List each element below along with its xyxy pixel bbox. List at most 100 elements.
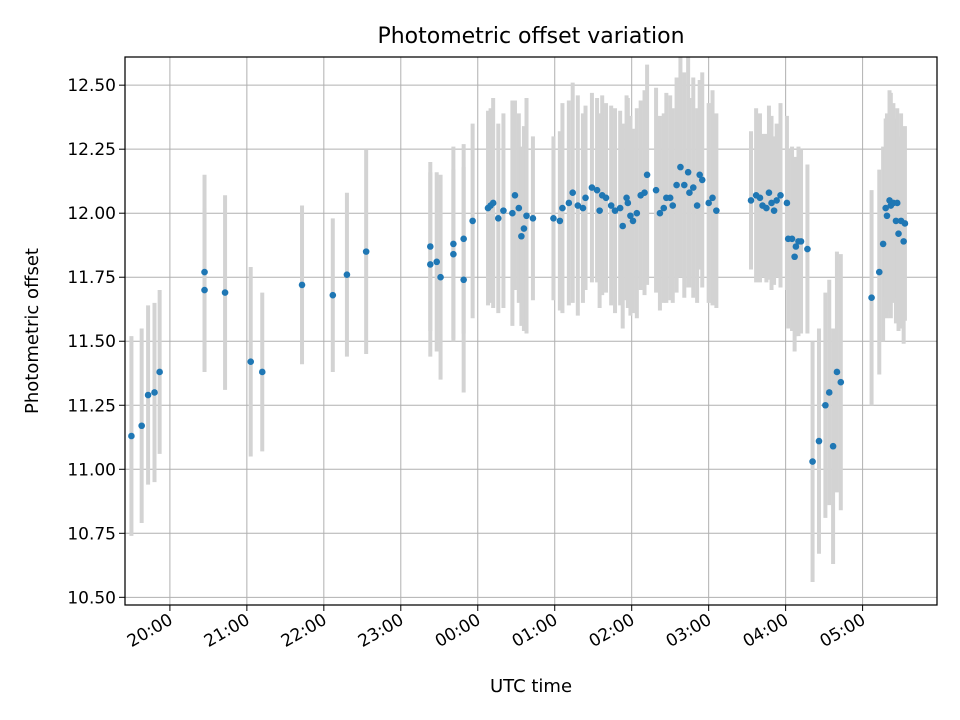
data-point <box>515 204 523 212</box>
y-tick-label: 11.00 <box>67 460 116 480</box>
data-point <box>677 163 684 171</box>
y-tick-label: 12.00 <box>67 204 116 224</box>
data-point <box>559 204 566 212</box>
data-point <box>756 194 764 202</box>
data-points <box>128 163 909 465</box>
data-point <box>641 189 648 197</box>
y-tick-label: 11.50 <box>67 332 116 352</box>
data-point <box>705 199 712 207</box>
data-point <box>686 189 693 197</box>
data-point <box>627 212 634 220</box>
data-point <box>875 268 883 276</box>
data-point <box>343 271 351 278</box>
data-point <box>629 217 637 225</box>
x-tick-label: 22:00 <box>278 610 330 652</box>
data-point <box>298 281 306 289</box>
data-point <box>792 243 800 250</box>
data-point <box>518 232 525 240</box>
y-tick-label: 10.75 <box>67 524 116 544</box>
data-point <box>494 215 502 222</box>
data-point <box>569 189 576 197</box>
plot-frame <box>124 56 938 606</box>
data-point <box>825 389 833 396</box>
data-point <box>556 217 564 225</box>
chart-title: Photometric offset variation <box>377 24 684 49</box>
data-point <box>770 207 778 214</box>
data-point <box>437 273 444 281</box>
data-point <box>616 204 624 212</box>
data-point <box>520 225 528 232</box>
data-point <box>511 191 519 199</box>
data-point <box>783 199 791 207</box>
x-tick-label: 00:00 <box>432 610 484 652</box>
data-point <box>882 204 889 212</box>
data-point <box>500 207 507 214</box>
x-tick-label: 04:00 <box>740 610 792 652</box>
data-point <box>765 189 773 197</box>
y-axis: 10.50 10.75 11.00 11.25 11.50 11.75 12.00 12.25… <box>67 76 125 608</box>
data-point <box>698 176 706 184</box>
x-tick-label: 21:00 <box>201 610 253 652</box>
data-point <box>804 245 811 253</box>
data-point <box>433 258 441 266</box>
x-tick-label: 03:00 <box>663 610 715 652</box>
data-point <box>469 217 476 225</box>
data-point <box>611 207 619 214</box>
data-point <box>689 184 697 191</box>
data-point <box>623 194 630 202</box>
data-point <box>258 368 266 376</box>
data-point <box>900 238 907 245</box>
data-point <box>768 199 775 207</box>
data-point <box>879 240 887 248</box>
data-point <box>450 250 457 258</box>
data-point <box>144 391 152 399</box>
data-point <box>837 378 845 386</box>
data-point <box>221 289 229 296</box>
data-point <box>788 235 796 243</box>
y-tick-label: 12.50 <box>67 76 116 96</box>
data-point <box>619 222 627 230</box>
data-point <box>156 368 163 376</box>
x-axis: 20:00 21:00 22:00 23:00 00:00 01:00 02:00 03:00… <box>124 605 869 652</box>
x-tick-label: 23:00 <box>355 610 407 652</box>
data-point <box>607 202 615 209</box>
data-point <box>669 202 677 209</box>
data-point <box>892 217 900 225</box>
error-bars <box>129 57 907 582</box>
data-point <box>666 194 674 202</box>
y-tick-label: 10.50 <box>67 588 116 608</box>
data-point <box>713 207 720 214</box>
data-point <box>450 240 457 248</box>
data-point <box>582 194 589 202</box>
data-point <box>588 184 596 191</box>
data-point <box>523 212 530 220</box>
y-tick-label: 12.25 <box>67 140 116 160</box>
data-point <box>151 389 158 396</box>
data-point <box>652 186 660 194</box>
y-tick-label: 11.25 <box>67 396 116 416</box>
data-point <box>660 204 668 212</box>
data-point <box>829 442 837 450</box>
data-point <box>747 197 755 204</box>
data-point <box>901 220 909 227</box>
x-tick-label: 20:00 <box>124 610 176 652</box>
data-point <box>138 422 145 430</box>
data-point <box>777 191 784 199</box>
data-point <box>673 181 680 189</box>
data-point <box>574 202 582 209</box>
data-point <box>773 197 780 204</box>
data-point <box>797 238 805 245</box>
data-point <box>624 199 632 207</box>
data-point <box>596 207 603 214</box>
data-point <box>201 268 208 276</box>
data-point <box>868 294 875 302</box>
data-point <box>427 261 434 268</box>
data-point <box>529 215 537 222</box>
x-tick-label: 05:00 <box>817 610 869 652</box>
data-point <box>833 368 841 376</box>
data-point <box>883 212 891 220</box>
data-point <box>593 186 601 194</box>
data-point <box>460 235 467 243</box>
data-point <box>643 171 651 179</box>
